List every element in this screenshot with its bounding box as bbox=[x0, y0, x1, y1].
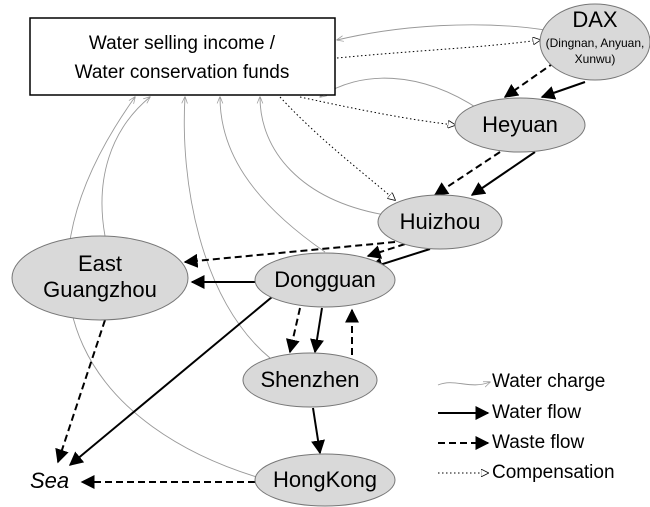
legend-label: Water charge bbox=[492, 371, 605, 392]
node-label: Huizhou bbox=[400, 209, 481, 234]
node-label: DAX bbox=[572, 7, 618, 32]
legend-charge-symbol bbox=[437, 382, 490, 385]
node-label: Shenzhen bbox=[260, 367, 359, 392]
node-shenzhen bbox=[242, 352, 378, 408]
node-sublabel: (Dingnan, Anyuan, bbox=[546, 36, 645, 50]
fund-label: Water selling income / bbox=[89, 33, 276, 54]
node-label: Heyuan bbox=[482, 112, 558, 137]
node-hongkong bbox=[254, 453, 396, 507]
legend-label: Compensation bbox=[492, 462, 615, 483]
node-east-guangzhou bbox=[11, 235, 189, 321]
node-huizhou bbox=[377, 194, 503, 250]
legend-label: Water flow bbox=[492, 402, 581, 423]
node-sublabel: Xunwu) bbox=[575, 52, 616, 66]
fund-box bbox=[29, 17, 336, 96]
node-label: HongKong bbox=[273, 467, 377, 492]
water-charge-arrows bbox=[66, 24, 546, 479]
nodes: DAX (Dingnan, Anyuan, Xunwu) Heyuan Huiz… bbox=[11, 3, 650, 507]
legend: Water charge Water flow Waste flow Compe… bbox=[437, 371, 615, 483]
waste-flow-arrows bbox=[55, 61, 556, 489]
node-heyuan bbox=[454, 97, 586, 153]
legend-label: Waste flow bbox=[492, 432, 584, 453]
sea-label: Sea bbox=[30, 468, 69, 493]
fund-label: Water conservation funds bbox=[75, 62, 290, 83]
node-label: Dongguan bbox=[274, 267, 376, 292]
node-dax bbox=[539, 3, 650, 81]
node-label: Guangzhou bbox=[43, 277, 157, 302]
node-label: East bbox=[78, 251, 122, 276]
compensation-arrows bbox=[279, 40, 540, 200]
node-dongguan bbox=[254, 252, 396, 308]
